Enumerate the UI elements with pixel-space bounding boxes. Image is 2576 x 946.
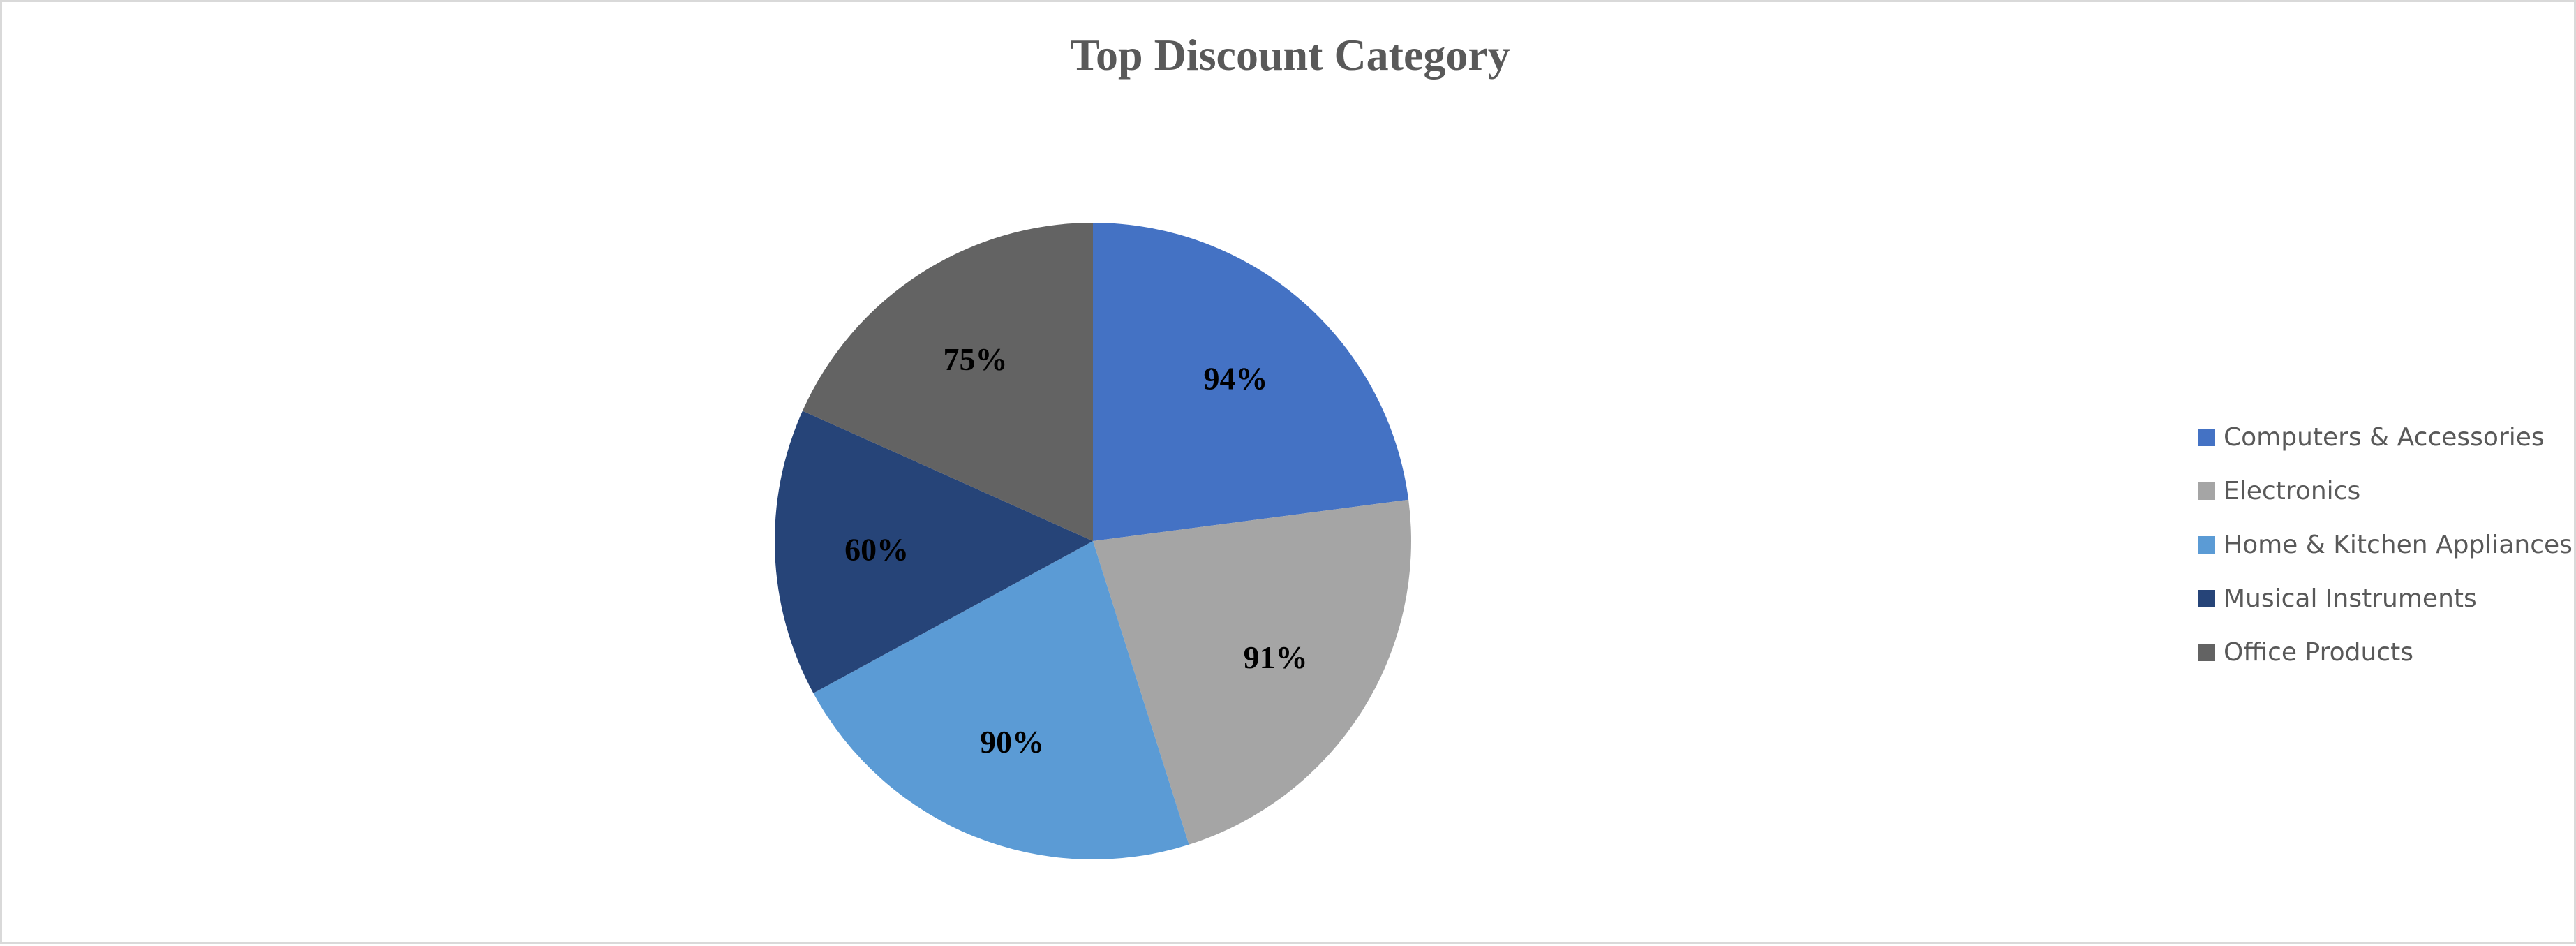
legend-swatch (2198, 536, 2215, 554)
legend-swatch (2198, 590, 2215, 607)
legend-swatch (2198, 644, 2215, 661)
data-label-electronics: 91% (1244, 640, 1308, 675)
pie-slices (775, 223, 1412, 859)
data-label-computers-and-accessories: 94% (1204, 360, 1268, 396)
legend-swatch (2198, 482, 2215, 500)
legend: Computers & Accessories Electronics Home &… (2198, 411, 2573, 679)
pie-slice-computers-and-accessories (1093, 223, 1409, 541)
legend-label: Office Products (2224, 638, 2413, 667)
legend-label: Electronics (2224, 477, 2361, 505)
pie-slice-musical-instruments (775, 411, 1093, 693)
pie-slice-office-products (802, 223, 1093, 541)
legend-label: Musical Instruments (2224, 584, 2477, 613)
legend-item-musical-instruments: Musical Instruments (2198, 572, 2573, 626)
data-label-musical-instruments: 60% (844, 531, 909, 567)
legend-item-computers-and-accessories: Computers & Accessories (2198, 411, 2573, 464)
data-label-home-and-kitchen-appliances: 90% (980, 724, 1044, 760)
data-label-office-products: 75% (944, 341, 1008, 377)
legend-item-office-products: Office Products (2198, 626, 2573, 679)
pie-data-labels: 94% 91% 90% 60% 75% (844, 341, 1308, 760)
legend-label: Computers & Accessories (2224, 423, 2545, 452)
legend-swatch (2198, 429, 2215, 446)
chart-title: Top Discount Category (1070, 30, 1510, 80)
pie-slice-home-and-kitchen-appliances (813, 541, 1189, 859)
legend-label: Home & Kitchen Appliances (2224, 531, 2573, 559)
legend-item-home-and-kitchen-appliances: Home & Kitchen Appliances (2198, 518, 2573, 572)
legend-item-electronics: Electronics (2198, 464, 2573, 518)
pie-slice-electronics (1093, 499, 1412, 845)
